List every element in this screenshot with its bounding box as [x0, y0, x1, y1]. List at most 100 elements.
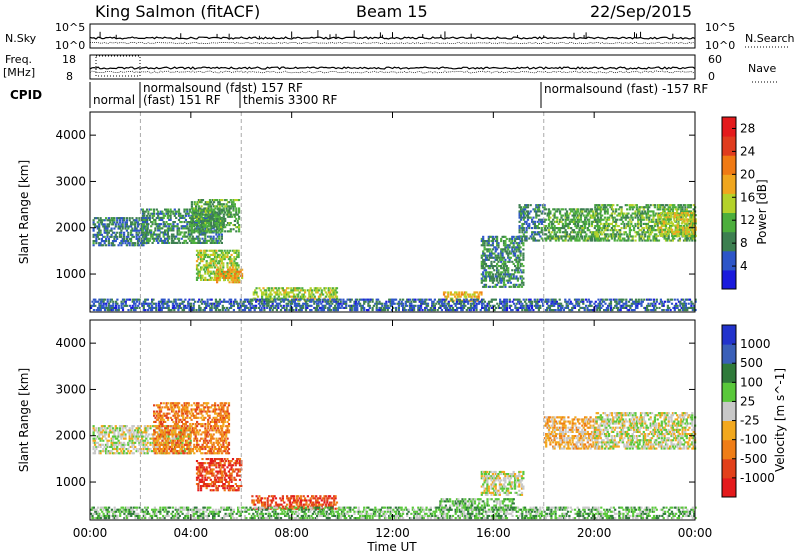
power-cell [251, 303, 253, 305]
power-cell [492, 240, 494, 242]
power-cell [193, 309, 195, 311]
power-cell [509, 250, 511, 252]
power-cell [621, 240, 623, 242]
power-cell [664, 212, 666, 214]
power-cell [199, 240, 201, 242]
power-cell [217, 214, 219, 216]
power-cell [197, 256, 199, 258]
power-cell [188, 231, 190, 233]
power-cell [143, 219, 145, 221]
power-cell [515, 250, 517, 252]
power-cell [497, 271, 499, 273]
power-cell [669, 206, 671, 208]
power-cell [274, 296, 276, 298]
power-cell [113, 244, 115, 246]
power-cell [195, 205, 197, 207]
cpid-program-fast: (fast) 151 RF [143, 93, 221, 107]
power-cell [226, 199, 228, 201]
power-cell [218, 256, 220, 258]
power-cell [591, 225, 593, 227]
power-cell [541, 231, 543, 233]
power-cell [502, 250, 504, 252]
power-cell [636, 204, 638, 206]
power-cell [115, 223, 117, 225]
power-cell [183, 301, 185, 303]
power-cell [433, 301, 435, 303]
power-cell [297, 289, 299, 291]
power-cell [548, 223, 550, 225]
power-cell [230, 307, 232, 309]
power-cell [123, 234, 125, 236]
power-cell [452, 301, 454, 303]
power-cell [643, 238, 645, 240]
power-cell [518, 244, 520, 246]
power-cell [569, 233, 571, 235]
power-cell [518, 261, 520, 263]
power-cell [586, 301, 588, 303]
power-cell [537, 221, 539, 223]
power-cell [621, 208, 623, 210]
power-cell [488, 238, 490, 240]
power-cell [143, 223, 145, 225]
power-cell [278, 289, 280, 291]
power-cell [329, 287, 331, 289]
power-cell [581, 235, 583, 237]
power-cell [684, 204, 686, 206]
power-cell [238, 228, 240, 230]
power-cell [488, 309, 490, 311]
power-cell [597, 235, 599, 237]
power-cell [221, 234, 223, 236]
power-cell [235, 230, 237, 232]
power-cell [627, 238, 629, 240]
power-cell [98, 238, 100, 240]
power-cell [469, 294, 471, 296]
power-cell [255, 307, 257, 309]
power-cell [274, 299, 276, 301]
power-cell [578, 309, 580, 311]
power-cell [497, 269, 499, 271]
power-cell [206, 242, 208, 244]
power-cell [104, 223, 106, 225]
power-cell [556, 221, 558, 223]
power-cell [555, 309, 557, 311]
power-cell [619, 229, 621, 231]
power-cell [488, 250, 490, 252]
power-cell [536, 299, 538, 301]
power-cell [219, 309, 221, 311]
power-cell [123, 238, 125, 240]
power-cell [583, 208, 585, 210]
power-cell [208, 256, 210, 258]
power-cell [147, 242, 149, 244]
power-cell [584, 219, 586, 221]
power-cell [522, 278, 524, 280]
power-cell [232, 210, 234, 212]
power-cell [481, 301, 483, 303]
power-cell [518, 257, 520, 259]
power-cell [554, 229, 556, 231]
power-cell [493, 278, 495, 280]
power-cell [302, 305, 304, 307]
power-cell [514, 271, 516, 273]
power-cell [122, 225, 124, 227]
power-cell [385, 301, 387, 303]
power-cell [113, 221, 115, 223]
power-cell [262, 287, 264, 289]
power-cell [303, 294, 305, 296]
power-cell [154, 227, 156, 229]
power-cell [605, 235, 607, 237]
power-cell [313, 303, 315, 305]
power-cell [118, 305, 120, 307]
power-cell [665, 225, 667, 227]
power-cell [329, 303, 331, 305]
power-cell [234, 203, 236, 205]
power-cell [679, 240, 681, 242]
power-cell [625, 219, 627, 221]
power-cell [578, 221, 580, 223]
power-cell [112, 305, 114, 307]
power-cell [584, 238, 586, 240]
power-cell [224, 250, 226, 252]
power-cell [380, 307, 382, 309]
power-cell [127, 236, 129, 238]
power-cell [441, 301, 443, 303]
power-cell [574, 223, 576, 225]
